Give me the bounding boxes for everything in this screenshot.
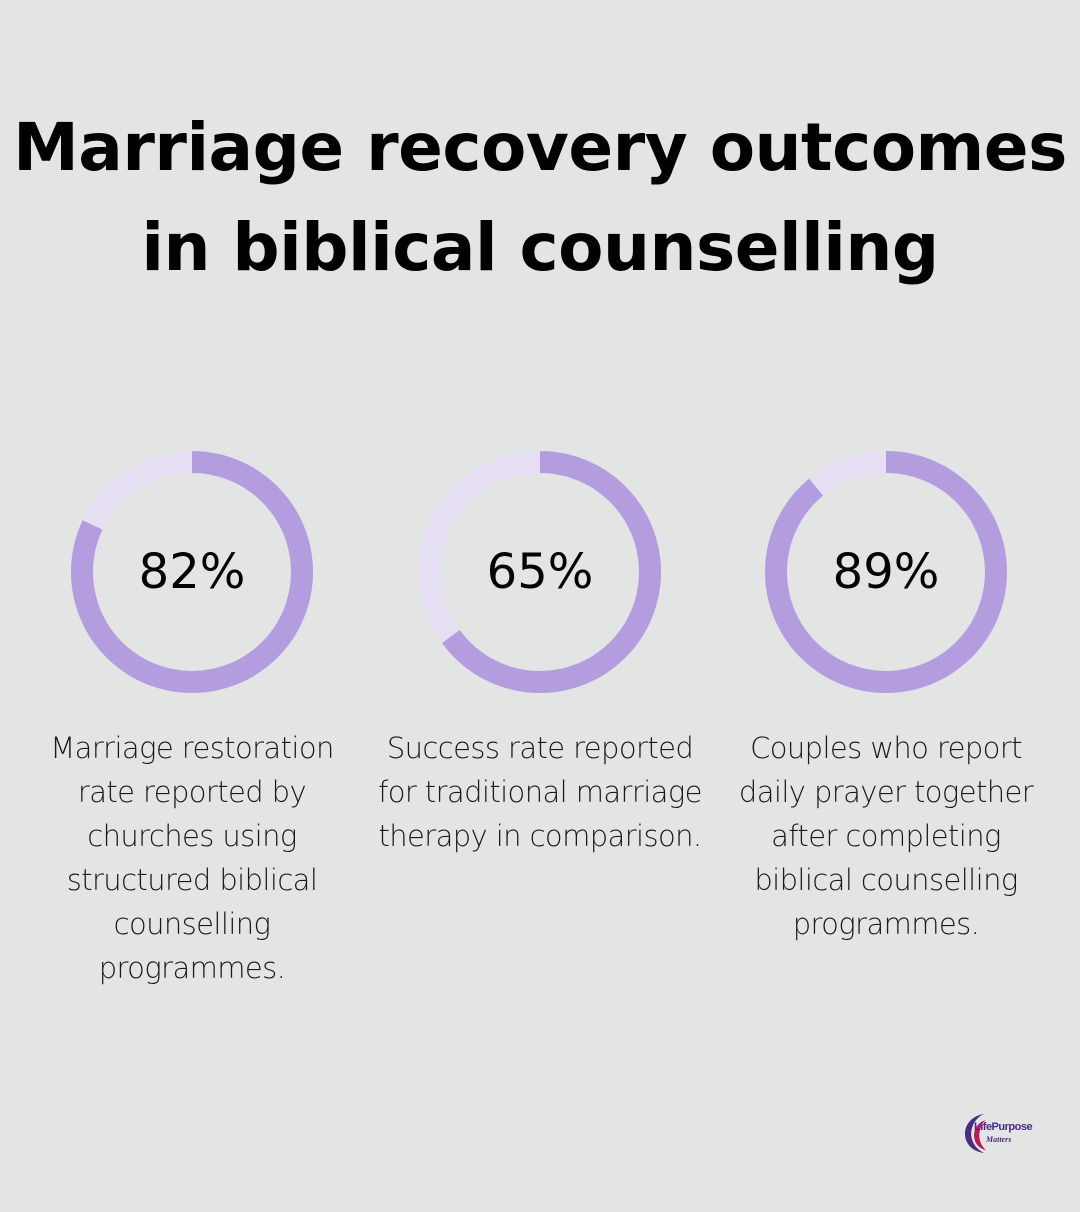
stat-description: Couples who report daily prayer together… <box>738 731 1034 941</box>
progress-ring-icon <box>765 451 1007 693</box>
stat-description: Marriage restoration rate reported by ch… <box>50 731 334 985</box>
stat-value: 65% <box>486 544 594 600</box>
logo-text-secondary: Matters <box>986 1135 1012 1144</box>
stat-card-daily-prayer: 89% Couples who report daily prayer toge… <box>713 450 1059 946</box>
donut-ring: 89% <box>764 450 1008 694</box>
stat-value: 82% <box>138 544 246 600</box>
stat-card-traditional-therapy: 65% Success rate reported for traditiona… <box>367 450 713 858</box>
stat-value: 89% <box>832 544 940 600</box>
progress-ring-icon <box>419 451 661 693</box>
crescent-swoosh-logo-icon <box>964 1114 986 1153</box>
stat-description: Success rate reported for traditional ma… <box>378 731 702 853</box>
page-title: Marriage recovery outcomes in biblical c… <box>13 109 1067 286</box>
donut-ring: 82% <box>70 450 314 694</box>
logo-text-primary: LifePurpose <box>974 1121 1033 1133</box>
stat-card-restoration: 82% Marriage restoration rate reported b… <box>19 450 365 990</box>
progress-ring-icon <box>71 451 313 693</box>
donut-ring: 65% <box>418 450 662 694</box>
brand-logo: LifePurpose Matters <box>962 1110 1042 1156</box>
